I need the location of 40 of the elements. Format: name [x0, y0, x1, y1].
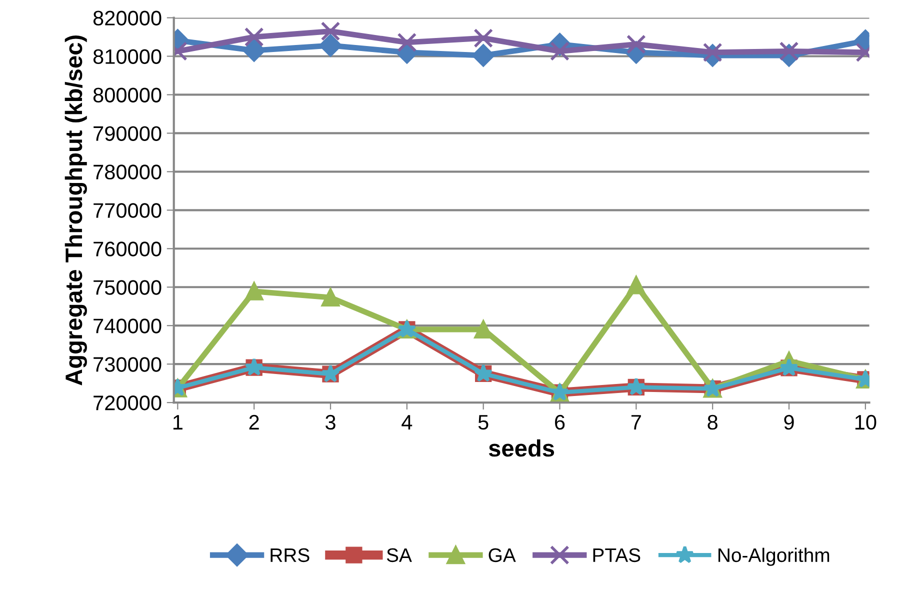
y-tick-label: 750000	[94, 280, 162, 295]
y-tick-label: 760000	[94, 242, 162, 256]
legend-label: RRS	[270, 548, 310, 562]
point	[474, 28, 494, 48]
x-tick-label: 7	[631, 415, 641, 430]
y-tick-label: 790000	[94, 126, 162, 141]
point	[472, 44, 495, 67]
y-tick-label: 800000	[93, 88, 162, 102]
y-tick-label: 720000	[94, 396, 162, 410]
y-tick-label: 730000	[94, 357, 162, 372]
point	[321, 288, 340, 307]
x-tick-label: 10	[855, 414, 876, 430]
x-tick-label: 2	[249, 414, 259, 430]
legend-label: PTAS	[593, 548, 640, 562]
legend-label: No-Algorithm	[718, 548, 830, 566]
point	[627, 276, 646, 294]
y-tick-label: 780000	[94, 164, 162, 180]
point	[244, 27, 264, 47]
y-axis-title: Aggregate Throughput (kb/sec)	[64, 36, 87, 386]
x-tick-label: 1	[173, 415, 182, 430]
point	[702, 42, 722, 62]
point	[245, 282, 264, 300]
y-tick-label: 740000	[94, 318, 162, 334]
point	[397, 32, 417, 52]
point	[319, 34, 342, 57]
legend-label: GA	[488, 548, 516, 562]
legend-label: SA	[386, 548, 412, 562]
y-tick-label: 820000	[93, 10, 162, 26]
point	[242, 39, 266, 62]
x-tick-label: 4	[402, 415, 412, 430]
x-tick-label: 9	[784, 414, 794, 430]
point	[626, 34, 646, 54]
x-tick-label: 8	[708, 414, 718, 430]
point	[320, 22, 340, 41]
y-tick-label: 770000	[94, 203, 162, 218]
x-tick-label: 5	[478, 415, 488, 430]
x-axis-title: seeds	[488, 439, 554, 457]
x-tick-label: 6	[555, 414, 565, 430]
x-tick-label: 3	[326, 414, 336, 430]
y-tick-label: 810000	[93, 49, 162, 64]
